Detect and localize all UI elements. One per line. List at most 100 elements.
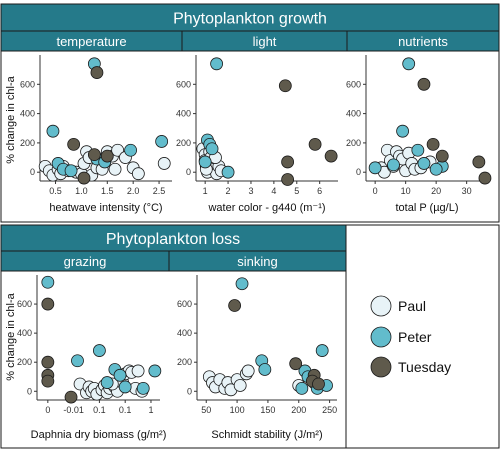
point-tuesday: [41, 297, 55, 311]
point-tuesday: [90, 66, 104, 79]
point-tuesday: [312, 377, 325, 391]
point-peter: [387, 158, 400, 172]
point-tuesday: [281, 173, 295, 186]
x-tick-label-nutrients: 0: [373, 186, 378, 196]
y-tick-label-temperature: 400: [20, 109, 35, 119]
y-tick-label-nutrients: 200: [346, 138, 361, 148]
x-tick-label-light: 2: [226, 186, 231, 196]
x-axis-label-light: water color - g440 (m⁻¹): [207, 202, 325, 214]
point-peter: [100, 376, 114, 389]
panel-temperature: temperature 0 200 400 600 0.5 1.0 1.5 2.0 2.5 heat…: [0, 30, 183, 214]
point-peter: [124, 143, 137, 157]
point-peter: [93, 344, 106, 357]
point-peter: [148, 364, 162, 378]
x-tick-label-light: 6: [317, 186, 322, 196]
x-tick-label-nutrients: 20: [431, 186, 441, 196]
x-tick-label-light: 1: [203, 186, 208, 196]
point-peter: [155, 135, 169, 148]
x-tick-label-sinking: 100: [230, 405, 245, 415]
series-tuesday-light: [278, 79, 338, 186]
x-tick-label-grazing: 0.1: [93, 405, 106, 415]
y-tick-label-light: 600: [176, 79, 191, 89]
point-tuesday: [228, 299, 242, 312]
point-tuesday: [478, 171, 492, 185]
series-tuesday-grazing: [41, 297, 78, 404]
y-tick-label-sinking: 0: [187, 386, 192, 396]
series-tuesday-nutrients: [417, 77, 492, 185]
point-peter: [258, 363, 272, 376]
point-peter: [295, 381, 309, 395]
point-paul: [131, 364, 145, 378]
x-tick-label-light: 3: [248, 186, 253, 196]
legend-label-paul: Paul: [398, 298, 426, 314]
y-tick-label-nutrients: 400: [346, 109, 361, 119]
point-tuesday: [417, 77, 431, 91]
legend-item-tuesday: Tuesday: [370, 356, 451, 378]
point-paul: [157, 157, 171, 170]
point-tuesday: [67, 137, 81, 151]
point-tuesday: [278, 79, 292, 93]
point-paul: [108, 162, 122, 176]
point-paul: [131, 167, 145, 181]
point-peter: [46, 124, 60, 138]
series-peter-light: [198, 57, 235, 179]
y-tick-label-sinking: 200: [177, 357, 192, 367]
point-peter: [205, 142, 219, 156]
legend-swatch-tuesday: [370, 356, 392, 378]
point-peter: [235, 277, 249, 291]
series-paul-sinking: [202, 364, 306, 397]
point-tuesday: [289, 357, 303, 371]
x-tick-label-grazing: -0.01: [63, 405, 84, 415]
x-tick-label-light: 4: [271, 186, 276, 196]
bottom-section-header: [0, 224, 347, 252]
point-tuesday: [324, 149, 338, 163]
series-peter-grazing: [41, 275, 162, 395]
x-tick-label-nutrients: 10: [401, 186, 411, 196]
x-tick-label-light: 5: [294, 186, 299, 196]
point-paul: [241, 364, 255, 378]
y-tick-label-light: 200: [176, 138, 191, 148]
y-axis-label-bottom: % change in chl-a: [5, 292, 17, 380]
panel-grazing: grazing 0 200 400 600 0 -0.01 0.1 0.1 1 Daphnia dr…: [0, 250, 170, 441]
panel-light: light 0 200 400 600 1 2 3 4 5 6 water color - g440 …: [176, 30, 348, 214]
x-axis-label-nutrients: total P (µg/L): [396, 202, 459, 214]
x-tick-label-sinking: 150: [260, 405, 275, 415]
point-peter: [402, 57, 416, 71]
point-peter: [396, 124, 410, 138]
y-tick-label-sinking: 400: [177, 328, 192, 338]
point-tuesday: [87, 148, 101, 162]
point-peter: [368, 161, 382, 175]
x-tick-label-grazing: 0: [45, 405, 50, 415]
point-tuesday: [77, 171, 91, 185]
x-tick-label-nutrients: 30: [462, 186, 472, 196]
point-peter: [41, 275, 55, 289]
x-axis-label-grazing: Daphnia dry biomass (g/m²): [31, 429, 167, 441]
y-tick-label-grazing: 400: [17, 328, 32, 338]
legend-item-paul: Paul: [370, 295, 426, 317]
point-peter: [429, 162, 443, 176]
x-axis-label-temperature: heatwave intensity (°C): [49, 202, 162, 214]
point-paul: [233, 379, 247, 392]
y-tick-label-grazing: 0: [27, 386, 32, 396]
series-tuesday-temperature: [67, 66, 114, 185]
x-tick-label-temperature: 2.5: [153, 186, 166, 196]
x-tick-label-temperature: 1.0: [75, 186, 88, 196]
point-peter: [198, 155, 212, 169]
y-tick-label-temperature: 0: [30, 167, 35, 177]
point-tuesday: [426, 137, 440, 151]
panel-sinking: sinking 0 200 400 600 50 100 150 200 250 Schmidt s…: [168, 250, 347, 441]
top-section-title: Phytoplankton growth: [173, 11, 327, 28]
y-tick-label-light: 400: [176, 109, 191, 119]
legend-item-peter: Peter: [370, 326, 432, 348]
panel-title-sinking: sinking: [237, 254, 277, 269]
series-tuesday-sinking: [228, 299, 325, 391]
x-tick-label-sinking: 50: [201, 405, 211, 415]
y-tick-label-nutrients: 600: [346, 79, 361, 89]
bottom-section-title: Phytoplankton loss: [106, 231, 240, 248]
point-peter: [113, 368, 127, 382]
y-tick-label-light: 0: [186, 167, 191, 177]
x-tick-label-sinking: 200: [291, 405, 306, 415]
